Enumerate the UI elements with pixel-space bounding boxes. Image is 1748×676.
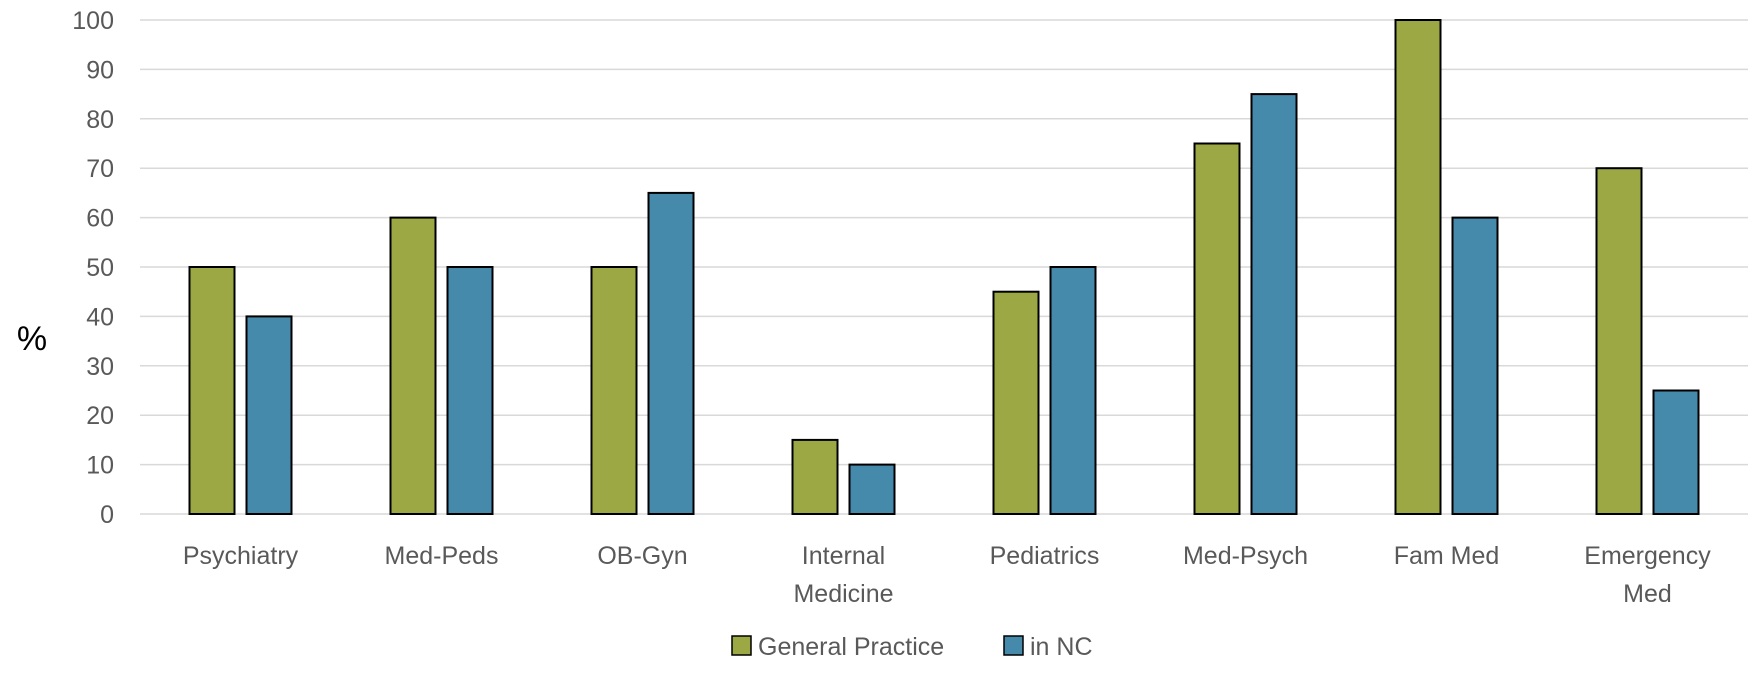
x-tick-label: Psychiatry: [183, 542, 299, 570]
bar-in-nc: [647, 191, 695, 515]
y-tick-label: 70: [86, 155, 114, 183]
x-tick-label: Pediatrics: [990, 542, 1100, 570]
x-tick-label-line: Fam Med: [1394, 542, 1500, 570]
bar-in-nc: [1451, 216, 1499, 515]
legend: General Practice in NC: [731, 633, 1093, 661]
x-tick-label: Med-Psych: [1183, 542, 1308, 570]
x-tick-label-line: OB-Gyn: [597, 542, 687, 570]
bar-in-nc: [245, 315, 293, 515]
y-tick-label: 30: [86, 353, 114, 381]
y-tick-label: 40: [86, 303, 114, 331]
x-tick-label: Emergency Med: [1584, 542, 1711, 608]
x-tick-label-line: Pediatrics: [990, 542, 1100, 570]
y-tick-label: 60: [86, 205, 114, 233]
gridlines: [140, 19, 1748, 515]
bar-in-nc: [848, 463, 896, 516]
legend-swatch: [731, 635, 752, 656]
y-tick-label: 80: [86, 106, 114, 134]
bar-in-nc: [1049, 266, 1097, 515]
legend-swatch: [1003, 635, 1024, 656]
y-tick-label: 0: [100, 501, 114, 529]
bars: [188, 19, 1700, 516]
bar-general-practice: [1193, 142, 1241, 515]
x-tick-label-line: Internal: [802, 542, 885, 570]
bar-general-practice: [992, 290, 1040, 516]
y-tick-label: 20: [86, 402, 114, 430]
category-labels: Psychiatry Med-Peds OB-Gyn Internal Medicine…: [183, 542, 1711, 608]
bar-in-nc: [1250, 93, 1298, 515]
x-tick-label-line: Med-Peds: [385, 542, 499, 570]
bar-general-practice: [1595, 167, 1643, 515]
y-tick-label: 10: [86, 452, 114, 480]
legend-label: in NC: [1030, 633, 1093, 661]
bar-general-practice: [791, 438, 839, 515]
x-tick-label-line: Medicine: [793, 580, 893, 608]
y-tick-label: 90: [86, 56, 114, 84]
bar-in-nc: [1652, 389, 1700, 515]
bar-general-practice: [590, 266, 638, 515]
bar-in-nc: [446, 266, 494, 515]
y-tick-label: 100: [72, 7, 114, 35]
x-tick-label-line: Med-Psych: [1183, 542, 1308, 570]
legend-label: General Practice: [758, 633, 944, 661]
x-tick-label: Med-Peds: [385, 542, 499, 570]
y-axis-ticks: 0 10 20 30 40 50 60 70 80 90 100: [72, 7, 114, 529]
x-tick-label-line: Emergency: [1584, 542, 1711, 570]
bar-general-practice: [188, 266, 236, 515]
y-tick-label: 50: [86, 254, 114, 282]
x-tick-label-line: Psychiatry: [183, 542, 299, 570]
x-tick-label: Internal Medicine: [793, 542, 893, 608]
bar-general-practice: [1394, 19, 1442, 515]
x-tick-label: Fam Med: [1394, 542, 1500, 570]
x-tick-label-line: Med: [1623, 580, 1672, 608]
x-tick-label: OB-Gyn: [597, 542, 687, 570]
y-axis-label: %: [17, 320, 47, 358]
bar-general-practice: [389, 216, 437, 515]
